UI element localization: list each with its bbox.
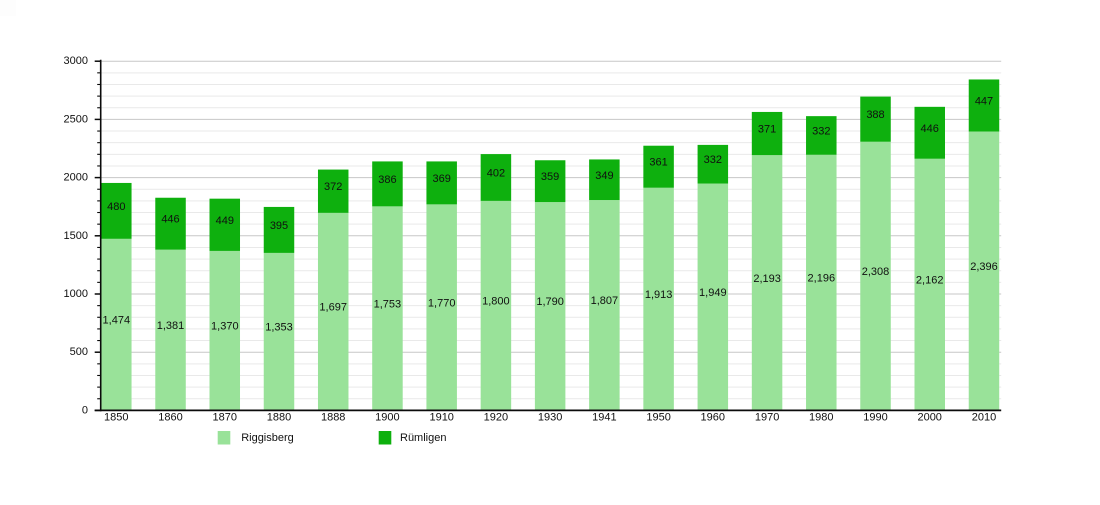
svg-text:1880: 1880	[267, 412, 291, 424]
svg-text:1970: 1970	[755, 412, 779, 424]
svg-text:2000: 2000	[917, 412, 941, 424]
svg-text:371: 371	[758, 124, 776, 136]
svg-text:1,381: 1,381	[157, 320, 185, 332]
svg-text:386: 386	[378, 174, 396, 186]
svg-text:1,474: 1,474	[103, 315, 131, 327]
svg-text:1,790: 1,790	[536, 296, 564, 308]
svg-text:3000: 3000	[64, 55, 88, 67]
svg-text:1990: 1990	[863, 412, 887, 424]
svg-text:1960: 1960	[701, 412, 725, 424]
svg-text:1850: 1850	[104, 412, 128, 424]
svg-text:1930: 1930	[538, 412, 562, 424]
svg-text:1,913: 1,913	[645, 289, 673, 301]
svg-text:447: 447	[975, 95, 993, 107]
svg-text:1,353: 1,353	[265, 322, 293, 334]
svg-text:1860: 1860	[158, 412, 182, 424]
svg-text:1,949: 1,949	[699, 287, 727, 299]
svg-text:369: 369	[433, 173, 451, 185]
svg-text:2010: 2010	[972, 412, 996, 424]
svg-text:1,370: 1,370	[211, 321, 239, 333]
svg-text:1900: 1900	[375, 412, 399, 424]
svg-text:1941: 1941	[592, 412, 616, 424]
svg-text:2000: 2000	[64, 172, 88, 184]
svg-text:361: 361	[649, 157, 667, 169]
svg-text:449: 449	[216, 215, 234, 227]
svg-text:0: 0	[82, 404, 88, 416]
svg-text:500: 500	[70, 346, 88, 358]
svg-text:1950: 1950	[646, 412, 670, 424]
svg-text:1500: 1500	[64, 230, 88, 242]
svg-text:349: 349	[595, 170, 613, 182]
svg-text:2,162: 2,162	[916, 275, 944, 287]
svg-text:388: 388	[866, 109, 884, 121]
svg-text:332: 332	[704, 154, 722, 166]
svg-text:Riggisberg: Riggisberg	[241, 432, 294, 444]
svg-text:2500: 2500	[64, 113, 88, 125]
svg-text:1000: 1000	[64, 288, 88, 300]
svg-text:1,697: 1,697	[319, 302, 347, 314]
svg-text:446: 446	[161, 214, 179, 226]
svg-text:480: 480	[107, 201, 125, 213]
svg-text:395: 395	[270, 220, 288, 232]
svg-text:1870: 1870	[213, 412, 237, 424]
svg-text:402: 402	[487, 167, 505, 179]
svg-text:2,308: 2,308	[862, 266, 890, 278]
svg-text:372: 372	[324, 181, 342, 193]
svg-text:446: 446	[921, 123, 939, 135]
svg-text:1920: 1920	[484, 412, 508, 424]
svg-text:2,396: 2,396	[970, 261, 998, 273]
svg-text:1,800: 1,800	[482, 296, 510, 308]
svg-text:1,770: 1,770	[428, 297, 456, 309]
svg-text:1,807: 1,807	[591, 295, 619, 307]
svg-text:2,193: 2,193	[753, 273, 781, 285]
svg-text:Rümligen: Rümligen	[400, 432, 446, 444]
svg-text:332: 332	[812, 125, 830, 137]
svg-text:1888: 1888	[321, 412, 345, 424]
svg-text:359: 359	[541, 171, 559, 183]
svg-text:2,196: 2,196	[808, 273, 836, 285]
svg-text:1910: 1910	[429, 412, 453, 424]
svg-text:1,753: 1,753	[374, 298, 402, 310]
svg-text:1980: 1980	[809, 412, 833, 424]
